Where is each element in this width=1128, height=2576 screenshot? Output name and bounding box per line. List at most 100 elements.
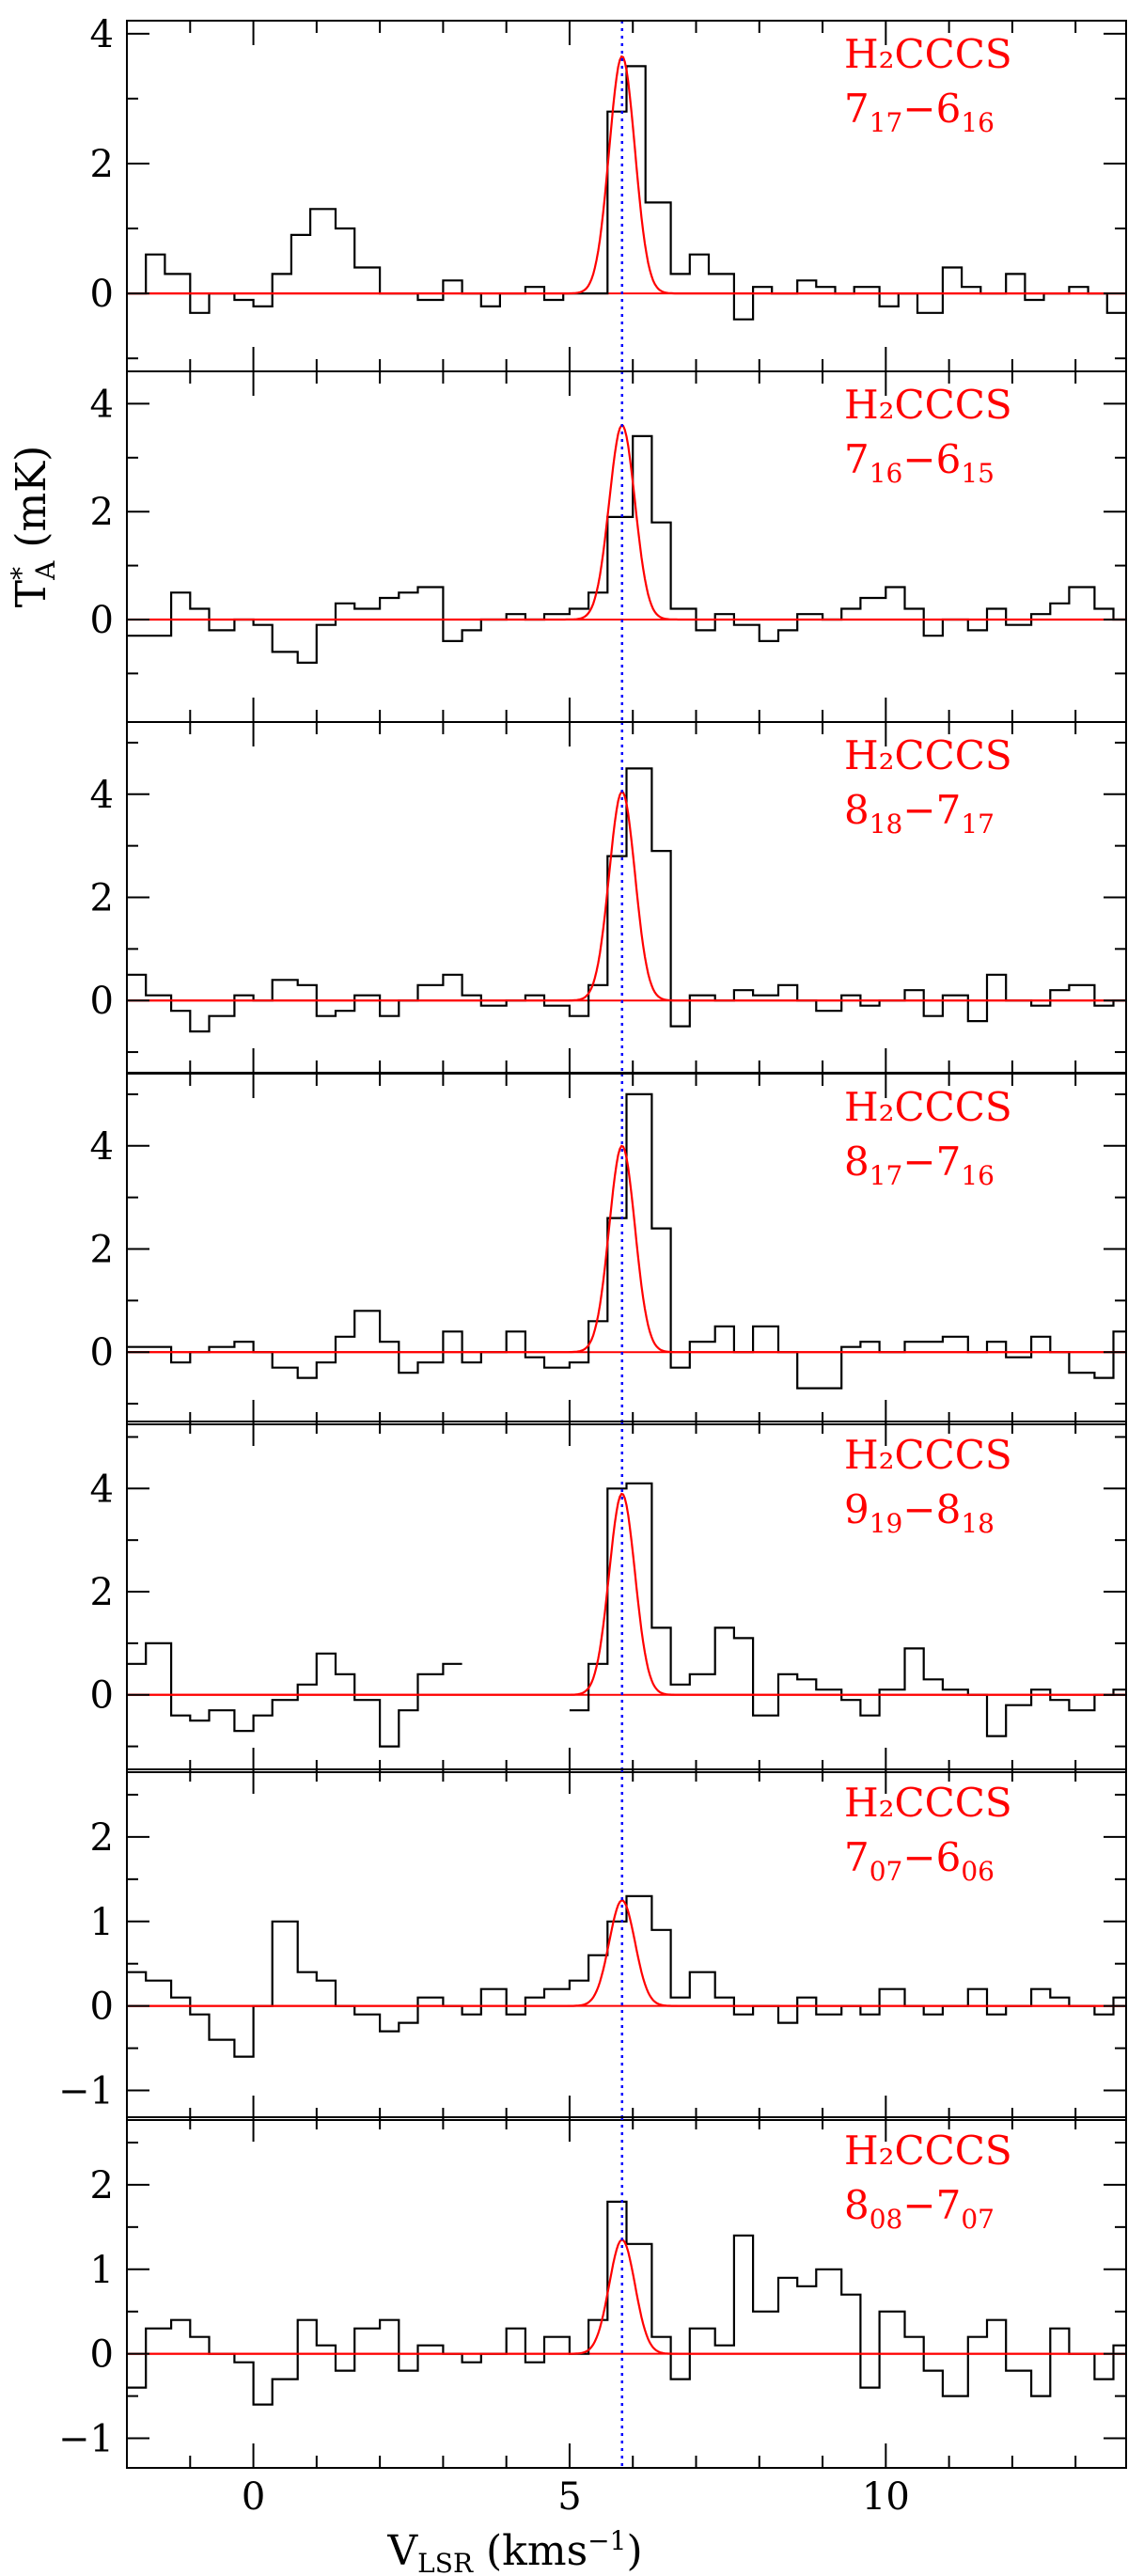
- y-tick-label: 2: [90, 1816, 114, 1860]
- transition-dash: −: [902, 1139, 935, 1185]
- svg-text:VLSR (kms−1): VLSR (kms−1): [386, 2525, 642, 2576]
- transition-label: 707−606: [844, 1834, 995, 1887]
- transition-dash: −: [902, 1834, 935, 1880]
- gaussian-fit-line: [127, 424, 1126, 621]
- spectrum-histogram: [127, 1092, 1126, 1390]
- gaussian-fit-line: [127, 1144, 1126, 1354]
- transition-lower-level: 6: [936, 86, 962, 132]
- transition-upper-subscript: 17: [870, 107, 903, 138]
- x-tick-label: 0: [242, 2475, 265, 2519]
- ylabel-sub: A: [30, 560, 61, 581]
- y-tick-label: 1: [90, 1901, 114, 1944]
- transition-upper-subscript: 16: [870, 458, 903, 489]
- spectrum-histogram: [127, 65, 1126, 321]
- y-tick-label: 2: [90, 1571, 114, 1614]
- spectrum-panel: −1 0 1 2 H₂CCCS 707−606: [58, 1768, 1127, 2121]
- transition-upper-level: 8: [844, 787, 870, 833]
- ylabel-rest: (mK): [8, 446, 55, 561]
- transition-upper-subscript: 17: [870, 1160, 903, 1191]
- transition-upper-level: 7: [844, 86, 870, 132]
- panel-frame: [126, 2116, 1127, 2469]
- transition-label: 808−707: [844, 2182, 995, 2235]
- ylabel-sup: *: [6, 567, 37, 580]
- spectrum-histogram: [127, 1482, 1126, 1748]
- transition-upper-subscript: 19: [870, 1508, 903, 1539]
- transition-lower-level: 6: [936, 436, 962, 482]
- y-tick-label: −1: [58, 2418, 114, 2461]
- transition-dash: −: [902, 1486, 935, 1532]
- transition-dash: −: [902, 86, 935, 132]
- y-tick-label: 4: [90, 383, 114, 426]
- transition-upper-level: 9: [844, 1486, 870, 1532]
- xlabel-rest: (kms: [473, 2527, 588, 2575]
- transition-label: 817−716: [844, 1139, 995, 1191]
- transition-lower-level: 8: [936, 1486, 962, 1532]
- transition-lower-level: 7: [936, 1139, 962, 1185]
- spectrum-histogram: [127, 434, 1126, 664]
- y-tick-label: 2: [90, 1229, 114, 1272]
- y-tick-label: 4: [90, 1468, 114, 1511]
- y-tick-label: 0: [90, 273, 114, 316]
- spectrum-panel: 0 2 4 H₂CCCS 717−616: [90, 13, 1127, 372]
- molecule-label: H₂CCCS: [844, 1084, 1012, 1130]
- y-tick-label: 0: [90, 980, 114, 1023]
- transition-upper-subscript: 08: [870, 2204, 903, 2235]
- x-tick-label: 10: [862, 2475, 910, 2519]
- transition-dash: −: [902, 2182, 935, 2228]
- gaussian-fit-line: [127, 790, 1126, 1002]
- xlabel-close: ): [626, 2527, 642, 2575]
- panel-frame: [126, 1768, 1127, 2121]
- transition-lower-subscript: 06: [961, 1856, 995, 1887]
- gaussian-fit-line: [127, 55, 1126, 295]
- y-tick-label: 0: [90, 599, 114, 642]
- spectrum-panel: 0 2 4 H₂CCCS 716−615: [90, 370, 1127, 723]
- y-tick-label: 0: [90, 1674, 114, 1718]
- spectrum-panel: −1 0 1 2 H₂CCCS 808−707 0 5 10: [58, 2116, 1127, 2519]
- transition-lower-level: 7: [936, 787, 962, 833]
- transition-lower-subscript: 17: [961, 809, 995, 840]
- transition-dash: −: [902, 436, 935, 482]
- transition-lower-subscript: 16: [961, 1160, 995, 1191]
- y-axis-title: T*A (mK): [6, 446, 61, 608]
- y-tick-label: 2: [90, 491, 114, 534]
- y-tick-label: 0: [90, 2333, 114, 2377]
- y-tick-label: 2: [90, 877, 114, 920]
- molecule-label: H₂CCCS: [844, 732, 1012, 778]
- transition-lower-subscript: 16: [961, 107, 995, 138]
- transition-upper-level: 7: [844, 1834, 870, 1880]
- transition-lower-subscript: 07: [961, 2204, 995, 2235]
- transition-upper-subscript: 18: [870, 809, 903, 840]
- gaussian-fit-line: [127, 1899, 1126, 2007]
- transition-upper-subscript: 07: [870, 1856, 903, 1887]
- transition-label: 716−615: [844, 436, 995, 489]
- molecule-label: H₂CCCS: [844, 1432, 1012, 1478]
- gaussian-fit-line: [127, 1492, 1126, 1696]
- spectrum-panel: 0 2 4 H₂CCCS 919−818: [90, 1421, 1127, 1773]
- y-tick-label: 0: [90, 1331, 114, 1374]
- molecule-label: H₂CCCS: [844, 2128, 1012, 2174]
- y-tick-label: 4: [90, 13, 114, 56]
- gaussian-fit-line: [127, 2238, 1126, 2355]
- transition-lower-level: 6: [936, 1834, 962, 1880]
- transition-lower-level: 7: [936, 2182, 962, 2228]
- spectrum-panel: 0 2 4 H₂CCCS 817−716: [90, 1073, 1127, 1425]
- y-tick-label: 2: [90, 143, 114, 186]
- spectrum-histogram: [127, 1894, 1126, 2058]
- transition-upper-level: 7: [844, 436, 870, 482]
- y-tick-label: 4: [90, 1125, 114, 1169]
- transition-upper-level: 8: [844, 1139, 870, 1185]
- spectrum-panel: 0 2 4 H₂CCCS 818−717: [90, 721, 1127, 1074]
- xlabel-sup: −1: [588, 2525, 626, 2556]
- svg-text:T*A (mK): T*A (mK): [6, 446, 61, 608]
- transition-label: 818−717: [844, 787, 995, 840]
- x-tick-label: 5: [557, 2475, 581, 2519]
- molecule-label: H₂CCCS: [844, 31, 1012, 77]
- transition-lower-subscript: 15: [961, 458, 995, 489]
- transition-dash: −: [902, 787, 935, 833]
- transition-label: 919−818: [844, 1486, 995, 1539]
- y-tick-label: −1: [58, 2070, 114, 2113]
- transition-lower-subscript: 18: [961, 1508, 995, 1539]
- spectrum-histogram: [127, 2200, 1126, 2406]
- xlabel-sub: LSR: [417, 2548, 474, 2576]
